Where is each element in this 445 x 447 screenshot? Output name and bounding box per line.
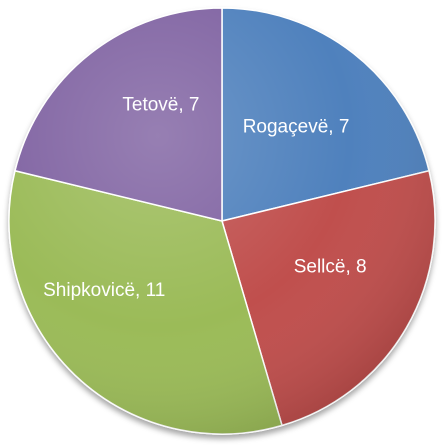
pie-label-rogaceve: Rogaçevë, 7 bbox=[243, 117, 350, 138]
pie-label-tetove: Tetovë, 7 bbox=[122, 95, 199, 116]
pie-label-sellce: Sellcë, 8 bbox=[294, 257, 367, 278]
pie-label-shipkovice: Shipkovicë, 11 bbox=[43, 280, 165, 301]
pie-slices bbox=[8, 7, 436, 435]
pie-labels: Rogaçevë, 7 Sellcë, 8 Shipkovicë, 11 Tetovë… bbox=[43, 95, 366, 301]
